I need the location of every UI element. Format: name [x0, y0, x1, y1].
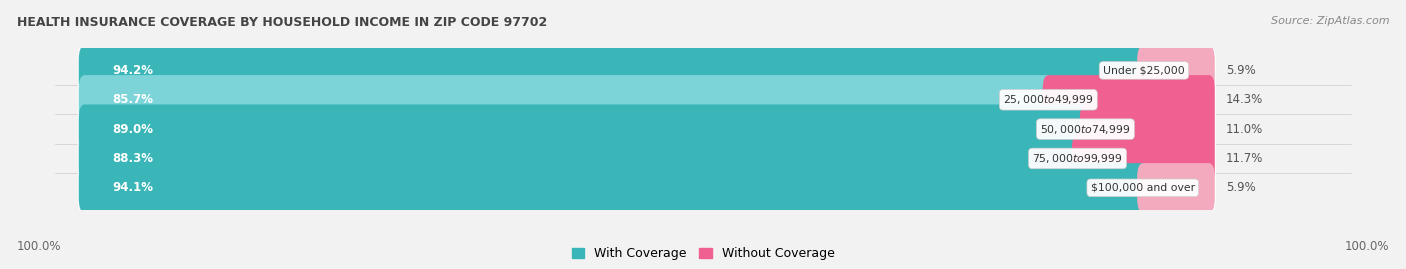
Text: 89.0%: 89.0% [112, 123, 153, 136]
Legend: With Coverage, Without Coverage: With Coverage, Without Coverage [572, 247, 834, 260]
FancyBboxPatch shape [79, 134, 1083, 183]
Text: 100.0%: 100.0% [17, 240, 62, 253]
FancyBboxPatch shape [79, 104, 1091, 154]
FancyBboxPatch shape [1080, 104, 1215, 154]
Text: $100,000 and over: $100,000 and over [1091, 183, 1195, 193]
Text: $25,000 to $49,999: $25,000 to $49,999 [1002, 93, 1094, 106]
Text: HEALTH INSURANCE COVERAGE BY HOUSEHOLD INCOME IN ZIP CODE 97702: HEALTH INSURANCE COVERAGE BY HOUSEHOLD I… [17, 16, 547, 29]
Text: 85.7%: 85.7% [112, 93, 153, 106]
FancyBboxPatch shape [1071, 134, 1215, 183]
Text: 94.2%: 94.2% [112, 64, 153, 77]
Text: Under $25,000: Under $25,000 [1104, 65, 1185, 75]
FancyBboxPatch shape [79, 104, 1215, 154]
Text: 88.3%: 88.3% [112, 152, 153, 165]
FancyBboxPatch shape [79, 46, 1150, 95]
Text: 100.0%: 100.0% [1344, 240, 1389, 253]
FancyBboxPatch shape [79, 163, 1215, 213]
Text: 11.0%: 11.0% [1226, 123, 1263, 136]
Text: 5.9%: 5.9% [1226, 181, 1256, 194]
FancyBboxPatch shape [79, 46, 1215, 95]
FancyBboxPatch shape [1043, 75, 1215, 125]
FancyBboxPatch shape [79, 75, 1215, 125]
Text: 5.9%: 5.9% [1226, 64, 1256, 77]
Text: 14.3%: 14.3% [1226, 93, 1263, 106]
FancyBboxPatch shape [79, 75, 1054, 125]
FancyBboxPatch shape [79, 134, 1215, 183]
FancyBboxPatch shape [79, 163, 1149, 213]
Text: 94.1%: 94.1% [112, 181, 153, 194]
Text: 11.7%: 11.7% [1226, 152, 1264, 165]
FancyBboxPatch shape [1137, 46, 1215, 95]
FancyBboxPatch shape [1137, 163, 1215, 213]
Text: Source: ZipAtlas.com: Source: ZipAtlas.com [1271, 16, 1389, 26]
Text: $50,000 to $74,999: $50,000 to $74,999 [1040, 123, 1130, 136]
Text: $75,000 to $99,999: $75,000 to $99,999 [1032, 152, 1123, 165]
